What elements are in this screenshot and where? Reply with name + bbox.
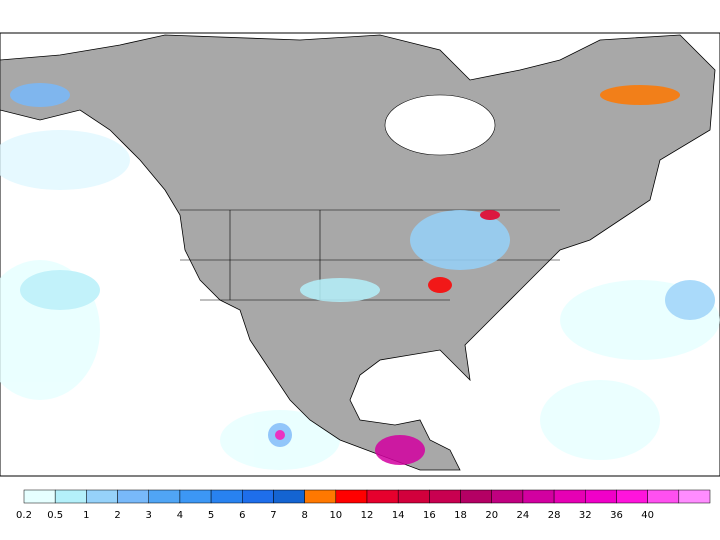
- legend-swatch: [460, 489, 492, 504]
- legend-swatch: [429, 489, 461, 504]
- legend-label: 20: [485, 510, 498, 521]
- legend-label: 40: [641, 510, 654, 521]
- legend-label: 14: [392, 510, 405, 521]
- legend-label: 0.2: [16, 510, 32, 521]
- legend-swatch: [210, 489, 243, 504]
- legend-swatch: [304, 489, 337, 504]
- legend-swatch: [23, 489, 56, 504]
- legend-swatch: [54, 489, 87, 504]
- borders: [180, 209, 560, 301]
- legend-swatch: [148, 489, 181, 504]
- legend-label: 32: [579, 510, 592, 521]
- legend-swatch: [86, 489, 118, 504]
- legend-label: 5: [208, 510, 214, 521]
- legend-label: 4: [177, 510, 183, 521]
- legend-swatch: [273, 489, 305, 504]
- legend-label: 28: [548, 510, 561, 521]
- map: [0, 32, 720, 477]
- legend-swatch: [335, 489, 368, 504]
- land: [0, 34, 716, 471]
- legend-swatch: [117, 489, 149, 504]
- legend-swatch: [585, 489, 617, 504]
- legend-label: 18: [454, 510, 467, 521]
- land-precip: [10, 83, 680, 465]
- legend-swatch: [242, 489, 274, 504]
- legend-label: 10: [329, 510, 342, 521]
- legend-label: 12: [361, 510, 374, 521]
- ocean-precip: [0, 80, 720, 470]
- legend-swatch: [397, 489, 430, 504]
- legend-swatch: [553, 489, 586, 504]
- legend: 0.2 0.5 1 2 3 4 5 6 7 8 10 12 14 16 18 20 24 28 32 36 40: [16, 489, 711, 521]
- legend-swatch: [179, 489, 212, 504]
- legend-swatch: [491, 489, 524, 504]
- legend-label: 16: [423, 510, 436, 521]
- legend-label: 24: [517, 510, 530, 521]
- legend-swatch: [366, 489, 399, 504]
- legend-swatch: [647, 489, 680, 504]
- legend-swatch: [522, 489, 555, 504]
- legend-swatch: [678, 489, 711, 504]
- legend-swatch: [616, 489, 648, 504]
- legend-label: 3: [146, 510, 152, 521]
- legend-label: 0.5: [47, 510, 63, 521]
- legend-label: 8: [301, 510, 307, 521]
- legend-label: 36: [610, 510, 623, 521]
- legend-label: 2: [114, 510, 120, 521]
- legend-label: 1: [83, 510, 89, 521]
- hudson-bay: [384, 94, 496, 156]
- legend-label: 7: [270, 510, 276, 521]
- legend-label: 6: [239, 510, 245, 521]
